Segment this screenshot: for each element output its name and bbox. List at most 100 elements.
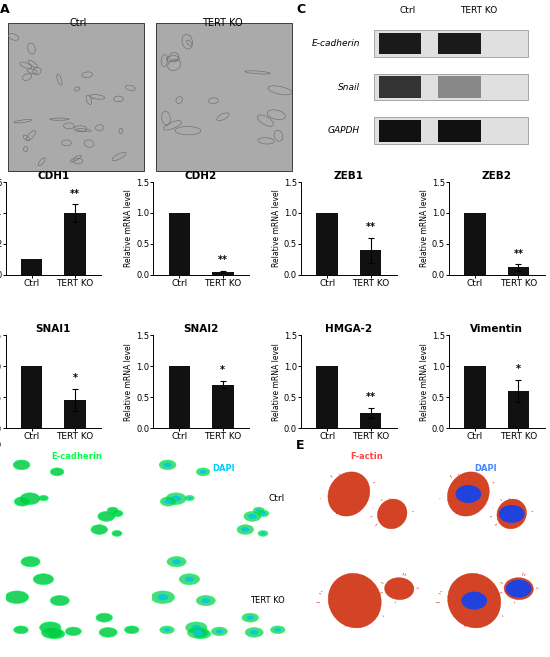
- Ellipse shape: [199, 631, 206, 636]
- Title: ZEB2: ZEB2: [482, 171, 512, 181]
- Text: *: *: [73, 373, 78, 384]
- FancyBboxPatch shape: [374, 117, 528, 144]
- Text: *: *: [220, 365, 225, 375]
- Ellipse shape: [377, 499, 407, 529]
- Ellipse shape: [186, 622, 207, 633]
- Ellipse shape: [256, 509, 262, 512]
- Text: *: *: [516, 364, 521, 374]
- Text: TERT KO: TERT KO: [460, 7, 497, 15]
- Text: DAPI: DAPI: [475, 464, 497, 473]
- Bar: [212, 385, 234, 428]
- Ellipse shape: [328, 574, 381, 628]
- Ellipse shape: [211, 627, 227, 635]
- Ellipse shape: [39, 495, 48, 501]
- Ellipse shape: [50, 595, 69, 606]
- Ellipse shape: [96, 613, 112, 622]
- Ellipse shape: [244, 511, 261, 521]
- Bar: [360, 413, 382, 428]
- Title: CDH1: CDH1: [37, 171, 69, 181]
- Title: HMGA-2: HMGA-2: [326, 325, 372, 334]
- Ellipse shape: [40, 622, 61, 633]
- Title: CDH2: CDH2: [185, 171, 217, 181]
- Ellipse shape: [499, 505, 525, 523]
- Text: **: **: [70, 189, 80, 199]
- Ellipse shape: [504, 578, 534, 600]
- Ellipse shape: [14, 626, 28, 634]
- Ellipse shape: [112, 530, 122, 536]
- Ellipse shape: [448, 574, 501, 628]
- Bar: [508, 391, 529, 428]
- Title: ZEB1: ZEB1: [334, 171, 364, 181]
- Ellipse shape: [167, 556, 186, 567]
- Bar: [64, 213, 86, 275]
- FancyBboxPatch shape: [379, 120, 421, 142]
- Ellipse shape: [497, 499, 526, 529]
- Ellipse shape: [172, 559, 181, 564]
- Text: Ctrl: Ctrl: [69, 18, 86, 28]
- Ellipse shape: [65, 627, 81, 635]
- Ellipse shape: [107, 507, 118, 514]
- FancyBboxPatch shape: [374, 74, 528, 101]
- Y-axis label: Relative mRNA level: Relative mRNA level: [124, 343, 133, 420]
- Title: SNAI1: SNAI1: [36, 325, 71, 334]
- Bar: [168, 366, 190, 428]
- Ellipse shape: [164, 499, 172, 504]
- Y-axis label: Relative mRNA level: Relative mRNA level: [272, 189, 281, 267]
- Text: E-cadherin: E-cadherin: [52, 452, 102, 461]
- Ellipse shape: [179, 574, 200, 585]
- Text: F-actin: F-actin: [350, 452, 383, 461]
- Ellipse shape: [160, 497, 176, 506]
- Bar: [21, 260, 42, 275]
- Ellipse shape: [271, 626, 285, 633]
- Ellipse shape: [328, 472, 370, 516]
- Bar: [64, 400, 86, 428]
- Ellipse shape: [33, 574, 53, 585]
- Ellipse shape: [171, 496, 181, 501]
- Ellipse shape: [166, 493, 186, 505]
- Ellipse shape: [14, 497, 30, 506]
- Bar: [21, 366, 42, 428]
- Ellipse shape: [191, 625, 201, 631]
- FancyBboxPatch shape: [438, 33, 481, 55]
- Ellipse shape: [242, 613, 258, 622]
- Ellipse shape: [42, 627, 63, 639]
- Ellipse shape: [253, 507, 265, 514]
- Text: Merge with: Merge with: [195, 452, 251, 461]
- Text: DAPI: DAPI: [212, 464, 234, 473]
- Ellipse shape: [48, 629, 65, 639]
- Ellipse shape: [13, 460, 30, 470]
- Text: Snail: Snail: [338, 83, 360, 91]
- FancyBboxPatch shape: [8, 24, 144, 171]
- Ellipse shape: [201, 598, 210, 603]
- Ellipse shape: [261, 512, 266, 515]
- FancyBboxPatch shape: [156, 24, 292, 171]
- Text: Ctrl: Ctrl: [399, 7, 415, 15]
- Text: **: **: [366, 392, 376, 402]
- Ellipse shape: [274, 628, 281, 632]
- Y-axis label: Relative mRNA level: Relative mRNA level: [420, 189, 429, 267]
- Title: SNAI2: SNAI2: [183, 325, 219, 334]
- Text: Merge with: Merge with: [458, 452, 514, 461]
- Ellipse shape: [185, 576, 194, 582]
- Ellipse shape: [241, 527, 250, 532]
- Ellipse shape: [157, 594, 168, 600]
- Ellipse shape: [384, 578, 414, 600]
- Ellipse shape: [257, 510, 269, 516]
- Ellipse shape: [196, 468, 210, 476]
- Y-axis label: Relative mRNA level: Relative mRNA level: [420, 343, 429, 420]
- Y-axis label: Relative mRNA level: Relative mRNA level: [124, 189, 133, 267]
- Text: **: **: [514, 249, 524, 259]
- Ellipse shape: [455, 485, 481, 503]
- Text: **: **: [218, 255, 228, 265]
- Bar: [464, 213, 486, 275]
- Ellipse shape: [99, 627, 117, 637]
- Ellipse shape: [163, 463, 172, 467]
- Text: GAPDH: GAPDH: [328, 126, 360, 135]
- Ellipse shape: [248, 514, 257, 519]
- Bar: [508, 267, 529, 275]
- Ellipse shape: [196, 595, 216, 606]
- Ellipse shape: [151, 591, 174, 604]
- FancyBboxPatch shape: [379, 33, 421, 55]
- Text: **: **: [366, 222, 376, 232]
- Ellipse shape: [261, 532, 266, 535]
